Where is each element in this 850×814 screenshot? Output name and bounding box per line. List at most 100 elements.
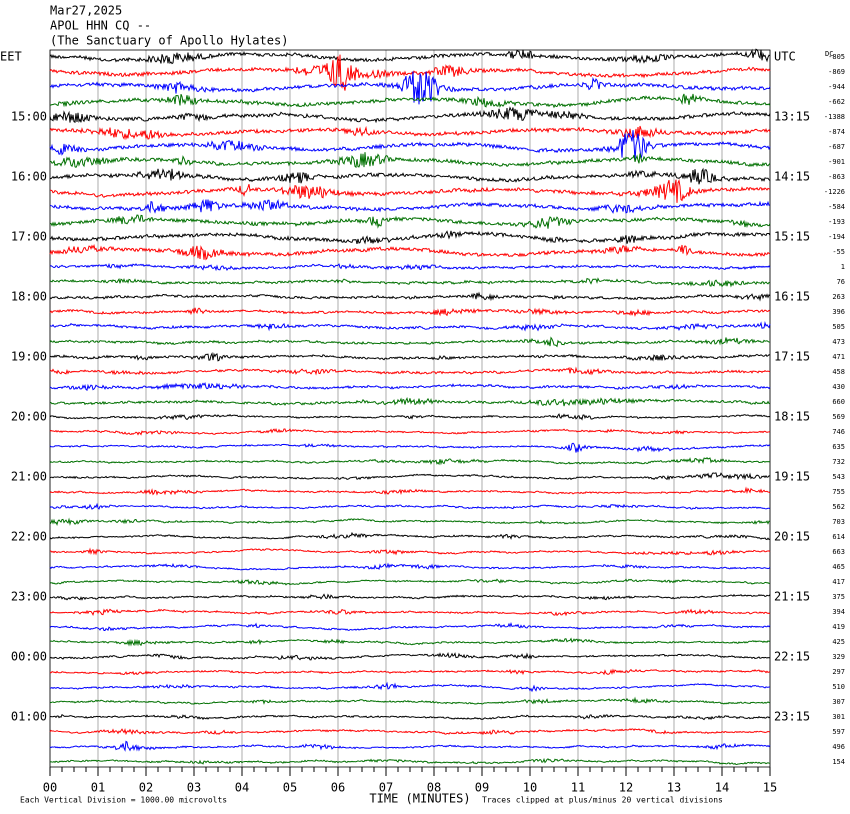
trace xyxy=(49,681,770,693)
trace xyxy=(49,93,771,109)
trace xyxy=(50,179,771,203)
trace xyxy=(49,502,771,510)
eet-label: EET xyxy=(0,50,22,64)
dc-value: 307 xyxy=(832,698,845,706)
dc-value: 458 xyxy=(832,368,845,376)
trace xyxy=(49,713,771,721)
trace xyxy=(49,547,771,556)
dc-value: 505 xyxy=(832,323,845,331)
x-tick-label: 01 xyxy=(91,781,105,795)
trace xyxy=(49,413,771,421)
plot-frame xyxy=(49,49,771,768)
x-tick-label: 14 xyxy=(715,781,729,795)
utc-label: 15:15 xyxy=(774,230,810,244)
dc-value: 732 xyxy=(832,458,845,466)
trace xyxy=(49,397,771,407)
trace xyxy=(49,262,771,272)
trace xyxy=(49,486,771,496)
dc-value: 430 xyxy=(832,383,845,391)
utc-label: 22:15 xyxy=(774,650,810,664)
trace xyxy=(49,757,771,766)
dc-value: 76 xyxy=(837,278,845,286)
dc-value: 473 xyxy=(832,338,845,346)
trace xyxy=(49,472,770,481)
dc-value: 375 xyxy=(832,593,845,601)
trace xyxy=(49,562,771,571)
trace xyxy=(49,728,771,736)
x-tick-label: 05 xyxy=(283,781,297,795)
utc-label: 14:15 xyxy=(774,170,810,184)
x-tick-label: 07 xyxy=(379,781,393,795)
dc-value: 263 xyxy=(832,293,845,301)
x-tick-label: 11 xyxy=(571,781,585,795)
utc-label: 16:15 xyxy=(774,290,810,304)
x-tick-label: 02 xyxy=(139,781,153,795)
trace xyxy=(49,652,771,661)
trace xyxy=(49,230,771,245)
trace xyxy=(49,48,771,65)
dc-value: 496 xyxy=(832,743,845,751)
dc-value: -1388 xyxy=(824,113,845,121)
trace xyxy=(49,428,771,436)
trace xyxy=(49,214,771,229)
dc-value: 569 xyxy=(832,413,845,421)
dc-value: -805 xyxy=(828,53,845,61)
trace xyxy=(49,167,771,185)
dc-value: 614 xyxy=(832,533,845,541)
trace xyxy=(49,668,771,676)
trace xyxy=(49,621,771,632)
trace xyxy=(49,71,771,105)
dc-value: 301 xyxy=(832,713,845,721)
dc-value: 154 xyxy=(832,758,845,766)
trace xyxy=(49,125,771,141)
dc-value: -193 xyxy=(828,218,845,226)
x-tick-label: 03 xyxy=(187,781,201,795)
dc-value: 562 xyxy=(832,503,845,511)
dc-value: 510 xyxy=(832,683,845,691)
dc-value: 755 xyxy=(832,488,845,496)
dc-value: -869 xyxy=(828,68,845,76)
x-tick-label: 15 xyxy=(763,781,777,795)
trace xyxy=(49,531,771,541)
dc-value: -944 xyxy=(828,83,845,91)
eet-label: 19:00 xyxy=(11,350,47,364)
utc-label: UTC xyxy=(774,50,796,64)
dc-value: 597 xyxy=(832,728,845,736)
dc-value: 417 xyxy=(832,578,845,586)
trace xyxy=(49,382,771,391)
trace xyxy=(49,517,771,526)
dc-value: 419 xyxy=(832,623,845,631)
dc-value: 746 xyxy=(832,428,845,436)
dc-value: 425 xyxy=(832,638,845,646)
title-line: Mar27,2025 xyxy=(50,4,122,18)
dc-value: 297 xyxy=(832,668,845,676)
dc-value: 703 xyxy=(832,518,845,526)
utc-label: 19:15 xyxy=(774,470,810,484)
trace xyxy=(49,608,771,617)
eet-label: 18:00 xyxy=(11,290,47,304)
dc-value: -1226 xyxy=(824,188,845,196)
trace xyxy=(49,320,771,332)
trace xyxy=(49,336,771,348)
eet-label: 21:00 xyxy=(11,470,47,484)
eet-label: 20:00 xyxy=(11,410,47,424)
trace xyxy=(49,152,771,169)
trace xyxy=(49,593,771,601)
trace xyxy=(49,696,771,705)
trace xyxy=(49,106,771,124)
title-line: (The Sanctuary of Apollo Hylates) xyxy=(50,34,288,48)
dc-value: -55 xyxy=(832,248,845,256)
trace xyxy=(49,130,771,161)
eet-label: 00:00 xyxy=(11,650,47,664)
utc-label: 13:15 xyxy=(774,110,810,124)
eet-label: 22:00 xyxy=(11,530,47,544)
dc-value: -863 xyxy=(828,173,845,181)
title-line: APOL HHN CQ -- xyxy=(50,19,151,33)
dc-value: 1 xyxy=(841,263,845,271)
x-tick-label: 08 xyxy=(427,781,441,795)
utc-label: 17:15 xyxy=(774,350,810,364)
trace xyxy=(49,198,770,214)
trace xyxy=(49,578,771,586)
